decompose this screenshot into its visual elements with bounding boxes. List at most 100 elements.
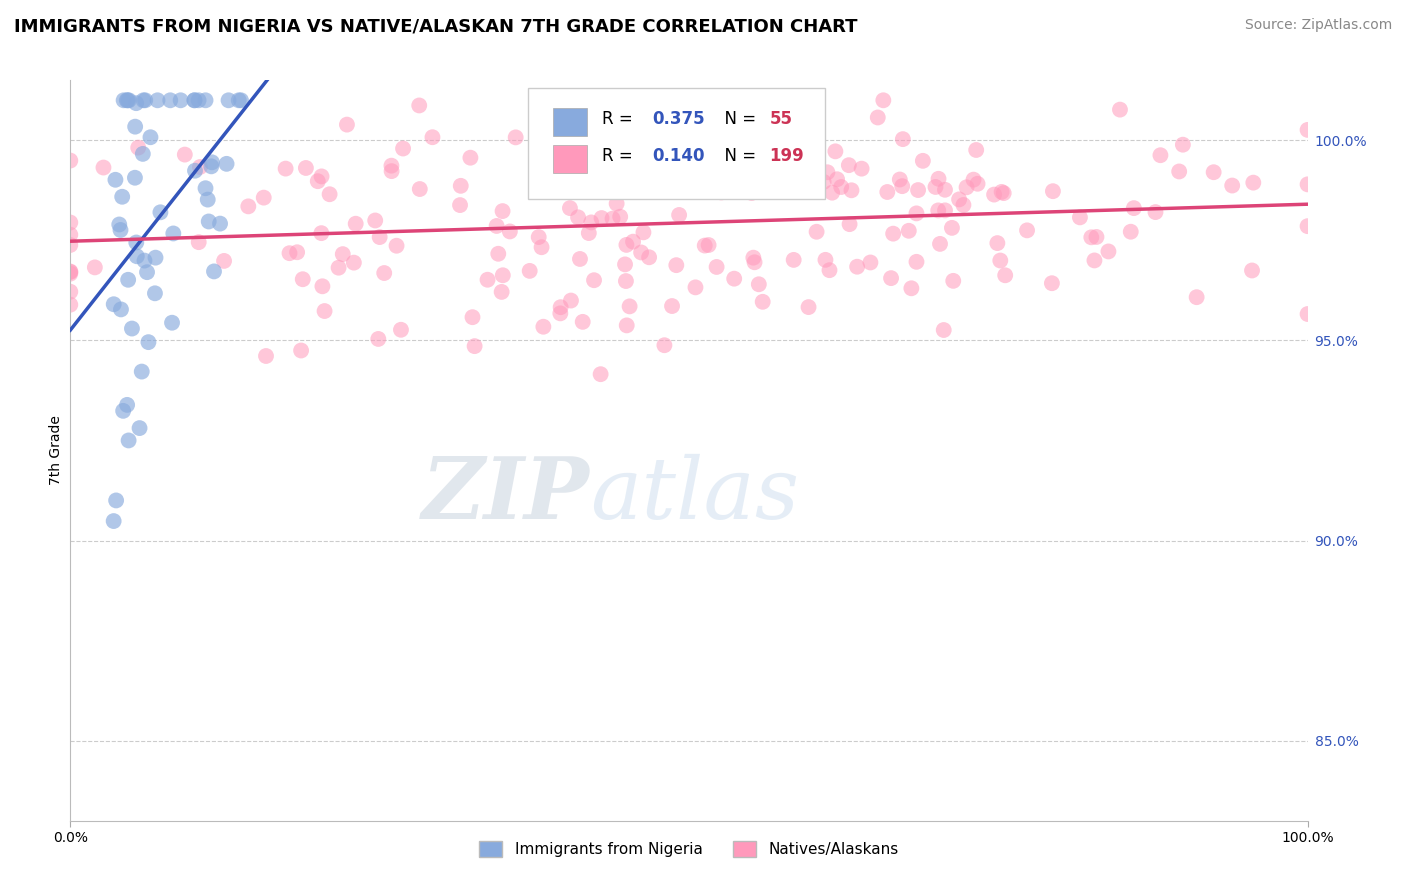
- Point: [581, 215, 603, 229]
- Point: [846, 260, 869, 274]
- Point: [818, 263, 841, 277]
- Point: [290, 343, 312, 358]
- Point: [200, 159, 222, 173]
- Point: [742, 251, 765, 265]
- Point: [477, 273, 499, 287]
- Point: [187, 235, 209, 249]
- Text: Source: ZipAtlas.com: Source: ZipAtlas.com: [1244, 18, 1392, 32]
- Point: [278, 246, 301, 260]
- Point: [907, 183, 929, 197]
- Text: N =: N =: [714, 147, 761, 165]
- Point: [779, 169, 801, 183]
- Point: [146, 93, 169, 107]
- Point: [344, 217, 367, 231]
- Point: [110, 302, 132, 317]
- Point: [1240, 263, 1263, 277]
- Point: [202, 264, 225, 278]
- Point: [955, 180, 977, 194]
- Point: [671, 121, 693, 136]
- Text: 0.375: 0.375: [652, 110, 704, 128]
- Point: [450, 178, 472, 193]
- Point: [821, 186, 844, 200]
- Text: atlas: atlas: [591, 453, 799, 536]
- Point: [1296, 178, 1319, 192]
- Point: [783, 140, 806, 154]
- Point: [149, 205, 172, 219]
- Point: [59, 238, 82, 252]
- Point: [1296, 307, 1319, 321]
- Point: [1042, 184, 1064, 198]
- Point: [499, 224, 522, 238]
- Point: [124, 170, 146, 185]
- Point: [911, 153, 934, 168]
- Point: [932, 323, 955, 337]
- Point: [253, 191, 276, 205]
- Point: [328, 260, 350, 275]
- Point: [112, 404, 135, 418]
- Point: [900, 281, 922, 295]
- Point: [797, 300, 820, 314]
- Point: [336, 118, 359, 132]
- Point: [638, 250, 661, 264]
- Point: [1241, 176, 1264, 190]
- Point: [127, 140, 149, 154]
- Point: [125, 249, 148, 263]
- Point: [169, 93, 191, 107]
- Point: [311, 169, 333, 184]
- Point: [59, 298, 82, 312]
- Point: [285, 245, 308, 260]
- Point: [212, 253, 235, 268]
- Point: [143, 286, 166, 301]
- Point: [1097, 244, 1119, 259]
- Point: [409, 182, 432, 196]
- Point: [1080, 230, 1102, 244]
- FancyBboxPatch shape: [553, 145, 588, 173]
- Point: [105, 493, 128, 508]
- Point: [529, 144, 551, 158]
- Point: [367, 332, 389, 346]
- Point: [464, 339, 486, 353]
- Point: [619, 299, 641, 313]
- Point: [927, 203, 949, 218]
- Point: [519, 264, 541, 278]
- Point: [621, 235, 644, 249]
- Point: [838, 217, 860, 231]
- Point: [118, 93, 141, 107]
- Point: [606, 196, 628, 211]
- Point: [194, 93, 217, 107]
- Point: [607, 119, 630, 133]
- Point: [838, 158, 860, 172]
- Point: [882, 227, 904, 241]
- Point: [485, 219, 508, 233]
- Point: [765, 177, 787, 191]
- Point: [994, 268, 1017, 283]
- Point: [138, 335, 160, 350]
- Point: [134, 253, 156, 268]
- Point: [228, 93, 250, 107]
- Point: [824, 145, 846, 159]
- Point: [83, 260, 105, 275]
- Point: [188, 160, 211, 174]
- Point: [59, 153, 82, 168]
- Point: [125, 96, 148, 111]
- Point: [630, 245, 652, 260]
- Point: [578, 226, 600, 240]
- Point: [866, 111, 889, 125]
- Point: [115, 93, 138, 107]
- Point: [159, 93, 181, 107]
- Point: [751, 294, 773, 309]
- Point: [806, 225, 828, 239]
- Point: [1168, 164, 1191, 178]
- Legend: Immigrants from Nigeria, Natives/Alaskans: Immigrants from Nigeria, Natives/Alaskan…: [472, 833, 905, 865]
- Point: [311, 279, 333, 293]
- Point: [986, 236, 1008, 251]
- Point: [59, 215, 82, 229]
- Point: [184, 163, 207, 178]
- Point: [104, 173, 127, 187]
- Point: [128, 421, 150, 435]
- Point: [661, 299, 683, 313]
- Point: [731, 163, 754, 178]
- Point: [741, 186, 763, 200]
- Point: [314, 304, 336, 318]
- Point: [697, 238, 720, 252]
